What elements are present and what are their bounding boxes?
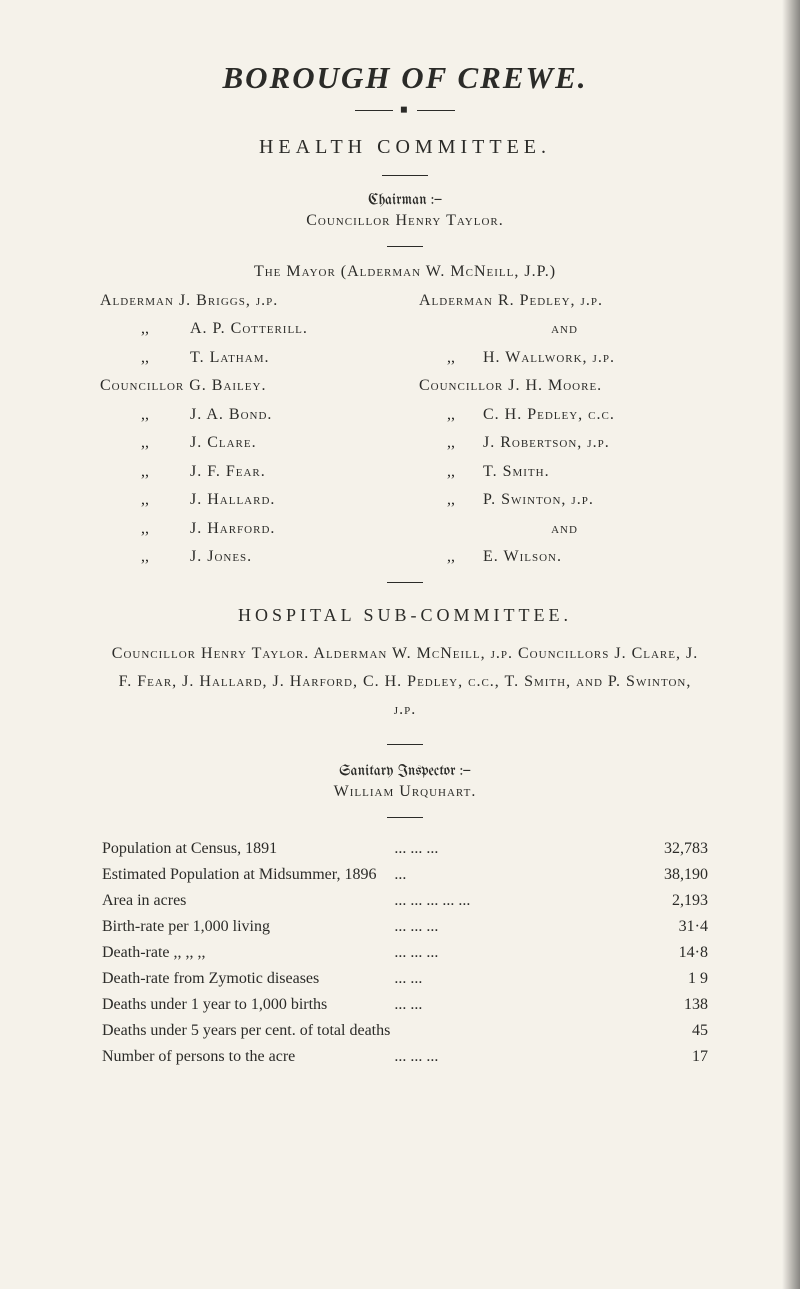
stat-value: 14·8	[656, 940, 710, 966]
stat-value: 45	[656, 1018, 710, 1044]
short-rule	[387, 582, 423, 583]
page-title: BOROUGH OF CREWE.	[100, 60, 710, 96]
leader-dots: ... ... ...	[392, 940, 656, 966]
members-columns: Alderman J. Briggs, j.p. ,,A. P. Cotteri…	[100, 287, 710, 572]
stat-label: Death-rate from Zymotic diseases	[100, 966, 392, 992]
inspector-name: William Urquhart.	[100, 783, 710, 801]
stat-value: 138	[656, 992, 710, 1018]
table-row: Death-rate ,, ,, ,,... ... ...14·8	[100, 940, 710, 966]
stat-label: Deaths under 5 years per cent. of total …	[100, 1018, 392, 1044]
leader-dots: ...	[392, 862, 656, 888]
table-row: Deaths under 5 years per cent. of total …	[100, 1018, 710, 1044]
page-edge-shadow	[782, 0, 800, 1289]
leader-dots: ... ...	[392, 966, 656, 992]
list-item: ,,J. A. Bond.	[100, 401, 391, 429]
leader-dots: ... ... ... ... ...	[392, 888, 656, 914]
chairman-name: Councillor Henry Taylor.	[100, 212, 710, 230]
leader-dots: ... ... ...	[392, 836, 656, 862]
list-item: Alderman R. Pedley, j.p.	[419, 287, 710, 315]
stat-label: Number of persons to the acre	[100, 1044, 392, 1070]
list-item: ,,J. Jones.	[100, 543, 391, 571]
stat-label: Deaths under 1 year to 1,000 births	[100, 992, 392, 1018]
list-item: ,,C. H. Pedley, c.c.	[419, 401, 710, 429]
list-item: ,,P. Swinton, j.p.	[419, 486, 710, 514]
list-item: and	[419, 515, 710, 543]
stat-label: Population at Census, 1891	[100, 836, 392, 862]
list-item: ,,E. Wilson.	[419, 543, 710, 571]
hospital-paragraph: Councillor Henry Taylor. Alderman W. McN…	[110, 640, 700, 724]
list-item: Councillor G. Bailey.	[100, 372, 391, 400]
list-item: ,,H. Wallwork, j.p.	[419, 344, 710, 372]
short-rule	[382, 175, 428, 176]
members-left-column: Alderman J. Briggs, j.p. ,,A. P. Cotteri…	[100, 287, 391, 572]
short-rule	[387, 744, 423, 745]
stat-label: Area in acres	[100, 888, 392, 914]
stat-value: 38,190	[656, 862, 710, 888]
table-row: Birth-rate per 1,000 living... ... ...31…	[100, 914, 710, 940]
leader-dots: ... ... ...	[392, 1044, 656, 1070]
list-item: ,,A. P. Cotterill.	[100, 315, 391, 343]
table-row: Number of persons to the acre... ... ...…	[100, 1044, 710, 1070]
table-row: Death-rate from Zymotic diseases... ...1…	[100, 966, 710, 992]
stat-value: 31·4	[656, 914, 710, 940]
list-item: and	[419, 315, 710, 343]
list-item: Alderman J. Briggs, j.p.	[100, 287, 391, 315]
table-row: Area in acres... ... ... ... ...2,193	[100, 888, 710, 914]
list-item: ,,J. Clare.	[100, 429, 391, 457]
stat-label: Estimated Population at Midsummer, 1896	[100, 862, 392, 888]
list-item: ,,J. F. Fear.	[100, 458, 391, 486]
list-item: ,,T. Smith.	[419, 458, 710, 486]
stat-value: 2,193	[656, 888, 710, 914]
short-rule	[387, 817, 423, 818]
leader-dots: ... ... ...	[392, 914, 656, 940]
stat-value: 17	[656, 1044, 710, 1070]
stat-value: 1 9	[656, 966, 710, 992]
table-row: Population at Census, 1891... ... ...32,…	[100, 836, 710, 862]
leader-dots: ... ...	[392, 992, 656, 1018]
committee-heading: HEALTH COMMITTEE.	[100, 136, 710, 159]
hospital-heading: HOSPITAL SUB-COMMITTEE.	[100, 605, 710, 626]
stat-value: 32,783	[656, 836, 710, 862]
mayor-line: The Mayor (Alderman W. McNeill, J.P.)	[100, 263, 710, 281]
list-item: ,,J. Robertson, j.p.	[419, 429, 710, 457]
list-item: Councillor J. H. Moore.	[419, 372, 710, 400]
stat-label: Birth-rate per 1,000 living	[100, 914, 392, 940]
members-right-column: Alderman R. Pedley, j.p. and ,,H. Wallwo…	[419, 287, 710, 572]
short-rule	[387, 246, 423, 247]
list-item: ,,T. Latham.	[100, 344, 391, 372]
stats-table: Population at Census, 1891... ... ...32,…	[100, 836, 710, 1070]
table-row: Estimated Population at Midsummer, 1896.…	[100, 862, 710, 888]
chairman-label: Chairman :—	[100, 192, 710, 208]
list-item: ,,J. Harford.	[100, 515, 391, 543]
leader-dots	[392, 1018, 656, 1044]
table-row: Deaths under 1 year to 1,000 births... .…	[100, 992, 710, 1018]
ornamental-rule: ◆	[355, 102, 455, 118]
stat-label: Death-rate ,, ,, ,,	[100, 940, 392, 966]
list-item: ,,J. Hallard.	[100, 486, 391, 514]
inspector-label: Sanitary Inspector :—	[100, 763, 710, 779]
